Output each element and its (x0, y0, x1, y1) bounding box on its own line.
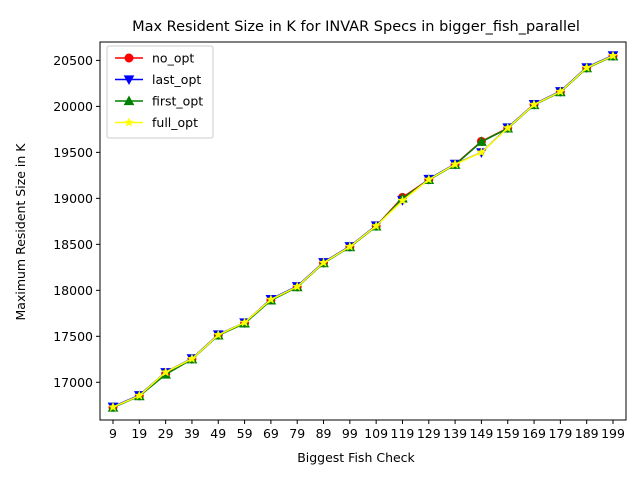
data-point (476, 136, 487, 146)
data-point (239, 317, 250, 327)
data-point (123, 75, 135, 86)
x-tick-label: 89 (316, 426, 332, 441)
data-point (292, 281, 303, 291)
x-tick-label: 159 (496, 426, 520, 441)
data-point (555, 86, 566, 96)
plot-layer: 9 19 29 39 49 59 69 79 89 99 109 119 129 139 149 159 169… (53, 41, 627, 441)
data-point (318, 257, 329, 267)
y-tick-label: 20500 (53, 53, 93, 68)
y-tick-label: 18000 (53, 283, 93, 298)
x-tick-label: 39 (184, 426, 200, 441)
x-tick-label: 189 (575, 426, 599, 441)
data-point (265, 294, 276, 304)
legend-entry-full_opt: full_opt (115, 115, 198, 130)
data-point (423, 174, 434, 184)
legend: no_opt last_opt first_opt full_opt (106, 45, 214, 139)
y-tick-label: 18500 (53, 237, 93, 252)
data-point (581, 62, 592, 72)
y-tick-label: 19500 (53, 145, 93, 160)
y-tick-label: 17500 (53, 329, 93, 344)
legend-entry-no_opt: no_opt (115, 51, 194, 66)
x-tick-label: 149 (469, 426, 493, 441)
data-point (450, 159, 461, 169)
series-line (112, 55, 614, 408)
x-tick-label: 129 (417, 426, 441, 441)
data-point (371, 220, 382, 231)
y-tick-label: 20000 (53, 99, 93, 114)
data-point (134, 390, 145, 400)
x-tick-label: 19 (131, 426, 147, 441)
legend-entry-first_opt: first_opt (115, 94, 203, 109)
data-point (344, 241, 355, 251)
data-point (213, 329, 224, 340)
x-axis-label: Biggest Fish Check (297, 450, 415, 465)
x-tick-label: 59 (237, 426, 253, 441)
x-tick-label: 119 (391, 426, 415, 441)
legend-label: no_opt (152, 51, 194, 66)
data-point (502, 122, 513, 133)
data-point (186, 353, 197, 364)
data-point (124, 117, 134, 127)
x-tick-label: 9 (109, 426, 117, 441)
legend-label: first_opt (152, 94, 203, 109)
legend-label: full_opt (152, 115, 198, 130)
x-tick-label: 199 (601, 426, 625, 441)
data-point (108, 401, 118, 412)
series-full_opt (108, 50, 618, 412)
x-tick-label: 109 (364, 426, 388, 441)
x-tick-label: 29 (158, 426, 174, 441)
legend-label: last_opt (152, 72, 201, 87)
x-tick-label: 49 (210, 426, 226, 441)
data-point (476, 147, 487, 157)
x-tick-label: 139 (443, 426, 467, 441)
x-tick-label: 69 (263, 426, 279, 441)
x-tick-label: 79 (289, 426, 305, 441)
data-point (160, 366, 171, 377)
data-point (608, 50, 618, 61)
data-point (397, 195, 408, 205)
y-tick-label: 17000 (53, 375, 93, 390)
plot-frame (99, 41, 627, 421)
chart-title: Max Resident Size in K for INVAR Specs i… (132, 19, 580, 35)
data-point (529, 99, 540, 109)
y-axis-label: Maximum Resident Size in K (13, 143, 28, 321)
y-tick-label: 19000 (53, 191, 93, 206)
x-tick-label: 99 (342, 426, 358, 441)
x-tick-label: 169 (522, 426, 546, 441)
x-tick-label: 179 (548, 426, 572, 441)
legend-entry-last_opt: last_opt (115, 72, 201, 87)
legend-box (106, 45, 214, 139)
data-point (123, 95, 135, 106)
data-point (124, 53, 134, 63)
